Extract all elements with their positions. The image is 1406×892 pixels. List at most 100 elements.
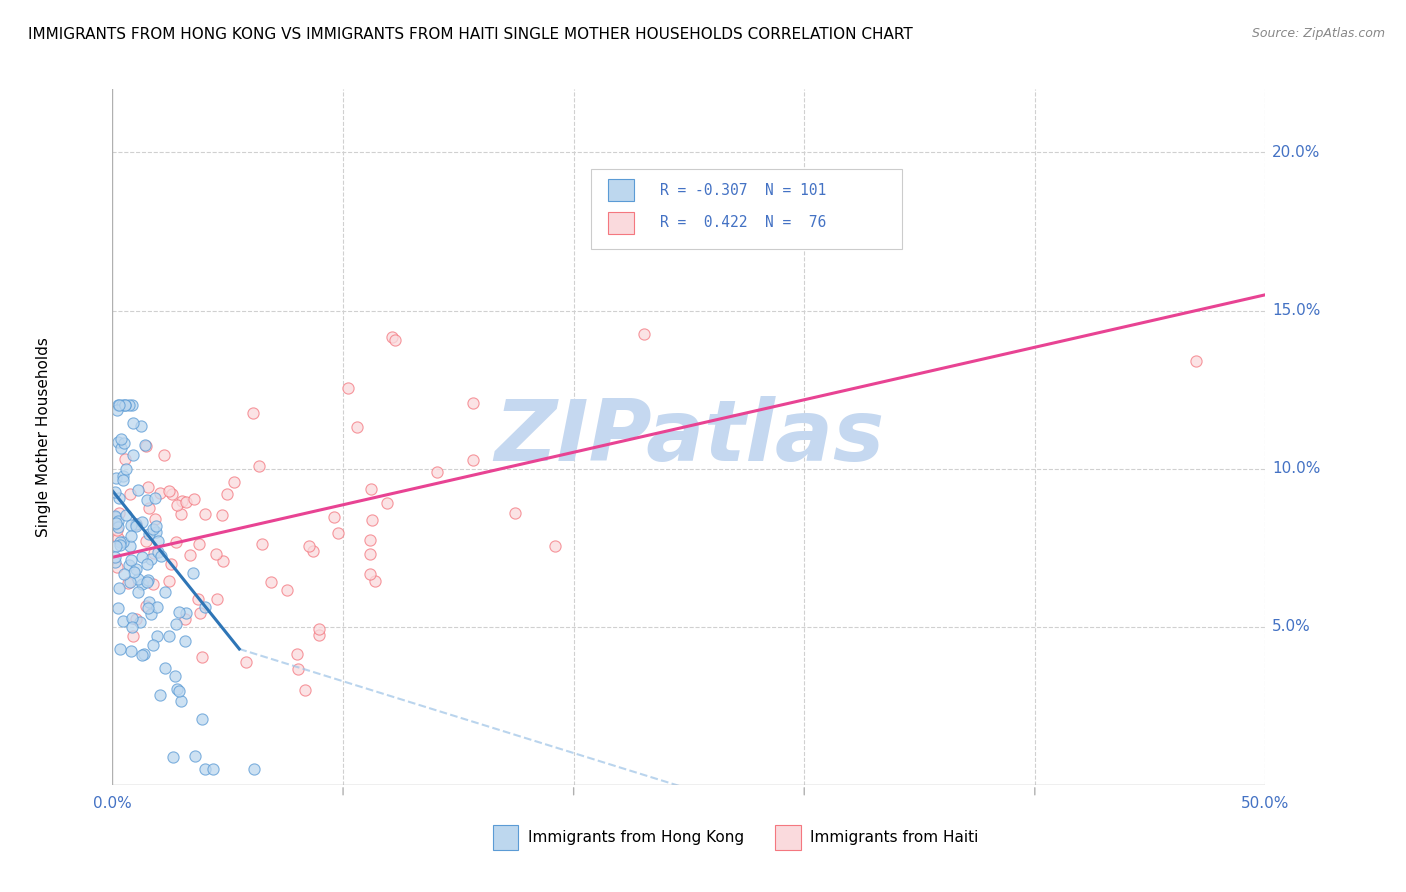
- Point: [211, 554, 233, 568]
- Point: [128, 585, 150, 599]
- Point: [122, 416, 145, 430]
- Point: [131, 515, 153, 529]
- Point: [359, 547, 381, 561]
- Point: [163, 669, 186, 683]
- Text: ZIPatlas: ZIPatlas: [494, 395, 884, 479]
- Point: [131, 549, 153, 564]
- Text: Single Mother Households: Single Mother Households: [35, 337, 51, 537]
- Point: [308, 628, 330, 642]
- Point: [125, 517, 148, 532]
- Point: [136, 600, 159, 615]
- Bar: [609, 179, 634, 202]
- Point: [143, 546, 166, 560]
- Point: [115, 462, 138, 476]
- Point: [162, 486, 184, 500]
- Point: [149, 486, 172, 500]
- Point: [105, 559, 128, 574]
- Point: [121, 620, 143, 634]
- Point: [148, 533, 170, 548]
- Point: [183, 492, 205, 507]
- Point: [224, 475, 246, 490]
- Point: [160, 558, 183, 572]
- Point: [157, 574, 180, 589]
- Text: 10.0%: 10.0%: [1272, 461, 1320, 476]
- Point: [298, 539, 321, 553]
- Point: [136, 480, 159, 494]
- Point: [145, 525, 167, 540]
- Point: [110, 441, 132, 455]
- Point: [125, 562, 148, 576]
- Point: [107, 519, 129, 533]
- Bar: [776, 824, 801, 850]
- Point: [170, 694, 193, 708]
- Point: [111, 399, 134, 413]
- Point: [104, 550, 127, 565]
- Point: [107, 399, 129, 413]
- Point: [170, 507, 193, 521]
- Text: Source: ZipAtlas.com: Source: ZipAtlas.com: [1251, 27, 1385, 40]
- Point: [104, 539, 127, 553]
- Point: [120, 643, 142, 657]
- Point: [135, 599, 157, 614]
- Point: [114, 399, 136, 413]
- Point: [179, 549, 201, 563]
- Point: [117, 558, 139, 573]
- Point: [287, 647, 309, 661]
- Point: [121, 399, 143, 413]
- Point: [328, 525, 350, 540]
- Point: [191, 712, 214, 726]
- Point: [120, 553, 142, 567]
- Point: [184, 749, 207, 764]
- Point: [120, 529, 142, 543]
- Text: IMMIGRANTS FROM HONG KONG VS IMMIGRANTS FROM HAITI SINGLE MOTHER HOUSEHOLDS CORR: IMMIGRANTS FROM HONG KONG VS IMMIGRANTS …: [28, 27, 912, 42]
- Point: [211, 508, 233, 522]
- Point: [166, 681, 188, 696]
- Point: [148, 545, 170, 559]
- Point: [181, 566, 204, 580]
- Point: [461, 452, 484, 467]
- Point: [215, 487, 238, 501]
- Point: [138, 526, 160, 541]
- Point: [132, 647, 155, 661]
- Point: [120, 518, 142, 533]
- Bar: [494, 824, 519, 850]
- Point: [426, 465, 449, 479]
- Point: [375, 496, 398, 510]
- Text: 0.0%: 0.0%: [93, 796, 132, 811]
- Point: [149, 549, 172, 563]
- Point: [174, 634, 197, 648]
- Text: 5.0%: 5.0%: [1272, 619, 1310, 634]
- Point: [287, 662, 309, 676]
- Point: [107, 507, 129, 521]
- Point: [138, 595, 160, 609]
- Point: [129, 419, 152, 434]
- Point: [114, 399, 136, 413]
- Point: [260, 575, 283, 590]
- Point: [157, 483, 180, 498]
- Text: Immigrants from Hong Kong: Immigrants from Hong Kong: [527, 830, 744, 845]
- Point: [107, 399, 129, 413]
- Point: [104, 517, 127, 532]
- Point: [302, 544, 325, 558]
- Point: [108, 581, 131, 595]
- Point: [243, 762, 266, 776]
- Point: [122, 629, 145, 643]
- Point: [364, 574, 387, 588]
- Point: [125, 612, 148, 626]
- Point: [1185, 354, 1208, 368]
- Point: [174, 494, 197, 508]
- Point: [308, 622, 330, 636]
- Point: [111, 534, 134, 549]
- Point: [146, 629, 169, 643]
- Point: [143, 512, 166, 526]
- Point: [153, 448, 176, 462]
- Point: [107, 601, 129, 615]
- Text: 15.0%: 15.0%: [1272, 303, 1320, 318]
- Point: [131, 648, 153, 663]
- Point: [360, 482, 382, 496]
- Point: [247, 458, 270, 473]
- Point: [134, 437, 156, 451]
- Text: Immigrants from Haiti: Immigrants from Haiti: [810, 830, 979, 845]
- Point: [323, 510, 346, 524]
- Point: [188, 606, 211, 620]
